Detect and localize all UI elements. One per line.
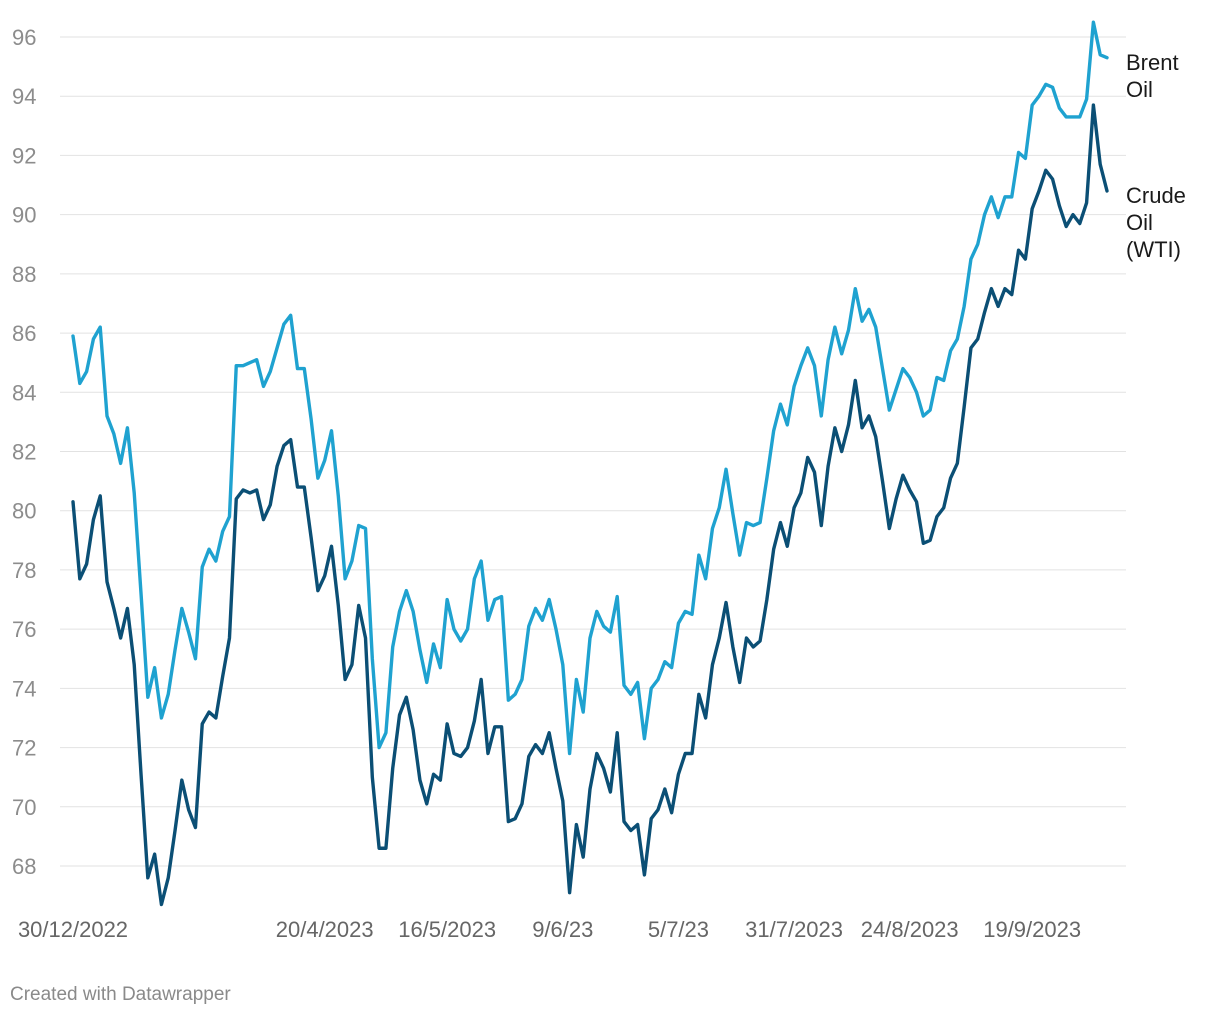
x-tick-label-6: 24/8/2023: [861, 917, 959, 942]
y-tick-label-84: 84: [12, 380, 36, 405]
y-tick-label-82: 82: [12, 440, 36, 465]
y-tick-label-68: 68: [12, 854, 36, 879]
x-tick-label-7: 19/9/2023: [983, 917, 1081, 942]
series-label-0: Brent Oil: [1126, 50, 1179, 102]
y-tick-label-70: 70: [12, 795, 36, 820]
y-tick-label-78: 78: [12, 558, 36, 583]
y-tick-label-72: 72: [12, 736, 36, 761]
y-tick-label-90: 90: [12, 203, 36, 228]
series-line-1: [71, 103, 1109, 907]
datawrapper-credit: Created with Datawrapper: [10, 984, 231, 1005]
y-tick-label-80: 80: [12, 499, 36, 524]
series-lines: [71, 20, 1109, 907]
y-tick-label-96: 96: [12, 25, 36, 50]
series-line-0: [71, 20, 1109, 756]
y-tick-label-86: 86: [12, 321, 36, 346]
y-tick-label-74: 74: [12, 676, 36, 701]
series-label-1: Crude Oil (WTI): [1126, 183, 1186, 262]
x-axis-tick-labels: 30/12/2022 20/4/2023 16/5/2023 9/6/23 5/7/23…: [18, 917, 1081, 942]
x-tick-label-2: 16/5/2023: [398, 917, 496, 942]
y-tick-label-76: 76: [12, 617, 36, 642]
x-tick-label-5: 31/7/2023: [745, 917, 843, 942]
x-tick-label-1: 20/4/2023: [276, 917, 374, 942]
gridlines: [60, 36, 1126, 867]
x-tick-label-4: 5/7/23: [648, 917, 709, 942]
y-axis-tick-labels: 68 70 72 74 76 78 80 82 84 86 88 90 92 94 96: [12, 25, 36, 879]
series-labels: Brent Oil Crude Oil (WTI): [1126, 50, 1186, 262]
x-tick-label-0: 30/12/2022: [18, 917, 128, 942]
y-tick-label-94: 94: [12, 84, 36, 109]
x-tick-label-3: 9/6/23: [532, 917, 593, 942]
y-tick-label-92: 92: [12, 143, 36, 168]
y-tick-label-88: 88: [12, 262, 36, 287]
